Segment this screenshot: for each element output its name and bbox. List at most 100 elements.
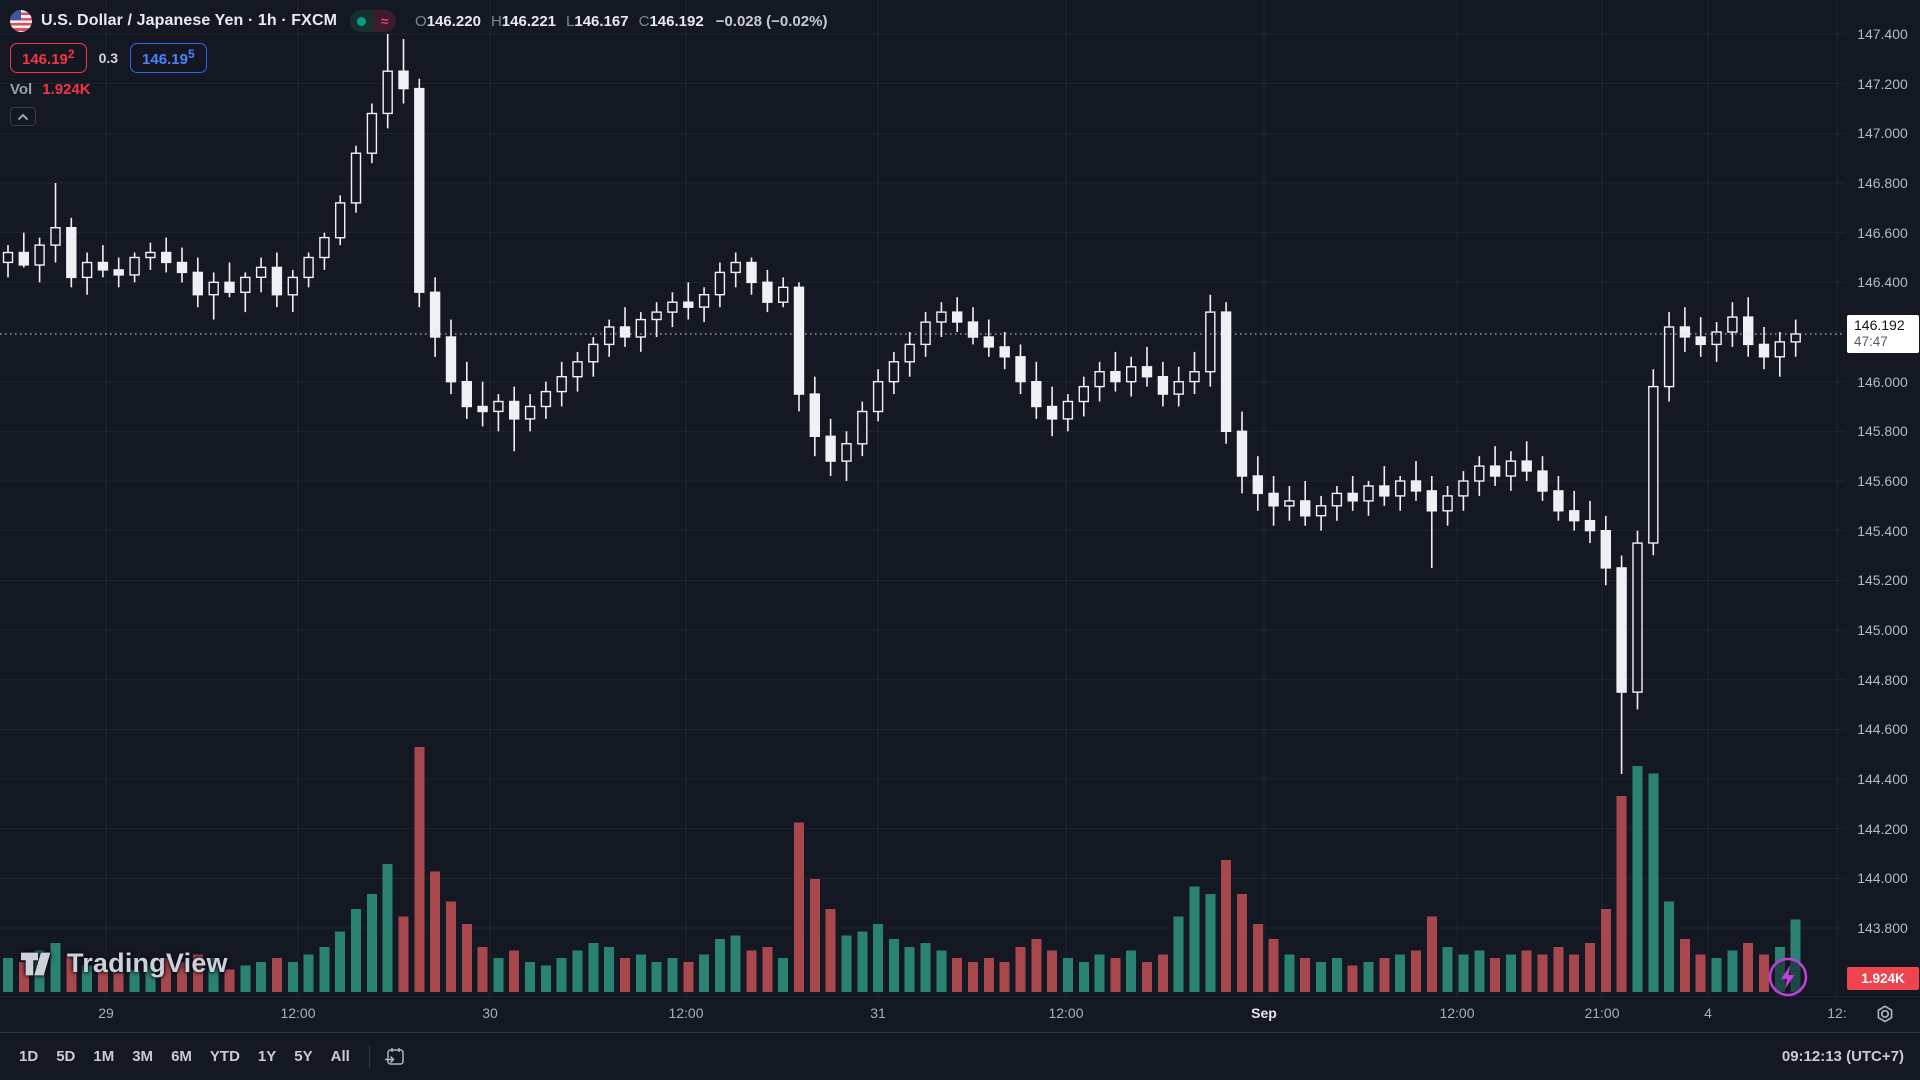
- us-flag-icon: [10, 10, 32, 32]
- volume-bar: [1569, 954, 1580, 992]
- candle-body-up: [1790, 333, 1801, 343]
- volume-bar: [904, 946, 915, 992]
- candle-body-down: [271, 266, 283, 296]
- candle-body-down: [176, 261, 188, 274]
- candle-body-up: [920, 321, 931, 346]
- candle-body-up: [730, 261, 741, 274]
- volume-bar: [1727, 950, 1738, 992]
- candle-body-up: [1331, 492, 1343, 507]
- price-axis-label: 144.800: [1857, 672, 1908, 688]
- market-status-pill[interactable]: ≈: [350, 10, 397, 32]
- axis-settings-button[interactable]: [1872, 1002, 1898, 1028]
- go-to-date-button[interactable]: [380, 1042, 410, 1072]
- candle-body-down: [809, 393, 820, 438]
- open-value: 146.220: [426, 12, 481, 30]
- approx-status-icon: ≈: [373, 10, 397, 32]
- low-label: L: [566, 12, 575, 30]
- candle-body-up: [1189, 371, 1200, 383]
- candle-body-up: [1205, 311, 1216, 373]
- candle-body-down: [619, 326, 631, 338]
- candle-wick: [687, 282, 690, 320]
- volume-bar: [66, 954, 77, 992]
- time-axis-label: Sep: [1251, 1005, 1277, 1021]
- volume-bar: [825, 909, 836, 992]
- candle-body-up: [303, 256, 314, 279]
- candle-body-down: [1347, 492, 1358, 502]
- volume-bar: [841, 935, 852, 992]
- candle-body-down: [192, 271, 204, 296]
- range-button-1m[interactable]: 1M: [93, 1048, 115, 1065]
- volume-axis-tag: 1.924K: [1847, 967, 1919, 990]
- candle-body-down: [1157, 376, 1169, 395]
- range-button-1d[interactable]: 1D: [19, 1048, 39, 1065]
- volume-bar: [778, 958, 789, 992]
- time-axis-label: 12:00: [280, 1005, 316, 1021]
- candle-body-up: [382, 70, 393, 115]
- volume-bar: [1695, 954, 1706, 992]
- candle-body-up: [841, 443, 852, 462]
- collapse-legend-button[interactable]: [10, 107, 36, 126]
- time-axis[interactable]: 29 12:00 30 12:00 31 12:00 Sep 12:00 21:00 4 12:: [0, 996, 1920, 1032]
- volume-bar: [873, 924, 884, 992]
- candle-body-up: [572, 361, 583, 378]
- volume-bar: [762, 946, 773, 992]
- volume-bar: [1664, 901, 1675, 992]
- volume-bar: [1142, 961, 1152, 992]
- sell-bid-button[interactable]: 146.192: [10, 43, 87, 73]
- candle-body-down: [983, 336, 994, 348]
- candle-body-down: [999, 346, 1010, 358]
- volume-bar: [936, 950, 947, 992]
- candle-wick: [228, 262, 231, 298]
- candle-body-up: [524, 405, 536, 420]
- tradingview-watermark: TradingView: [20, 948, 228, 979]
- high-label: H: [490, 12, 502, 30]
- volume-bar: [525, 961, 536, 992]
- range-button-ytd[interactable]: YTD: [209, 1048, 240, 1065]
- candle-body-down: [1537, 470, 1548, 492]
- candle-wick: [1431, 476, 1433, 568]
- candlestick-chart[interactable]: [0, 0, 1845, 996]
- time-axis-label: 12:00: [1048, 1005, 1084, 1021]
- volume-bar: [794, 822, 804, 992]
- candle-body-up: [1442, 495, 1453, 512]
- volume-label[interactable]: Vol: [10, 81, 33, 98]
- chart-pane[interactable]: U.S. Dollar / Japanese Yen · 1h · FXCM ≈…: [0, 0, 1845, 998]
- volume-bar: [1015, 946, 1026, 992]
- range-button-5y[interactable]: 5Y: [294, 1048, 313, 1065]
- candle-body-up: [1727, 316, 1738, 333]
- candle-body-up: [493, 400, 504, 413]
- candle-body-down: [1679, 326, 1691, 338]
- volume-bar: [1585, 943, 1595, 992]
- range-button-3m[interactable]: 3M: [132, 1048, 154, 1065]
- gear-icon: [1877, 1005, 1893, 1023]
- price-axis-label: 146.800: [1857, 175, 1908, 191]
- price-axis[interactable]: 147.400 147.200 147.000 146.800 146.600 146.4…: [1845, 0, 1920, 996]
- candle-body-down: [113, 269, 124, 276]
- volume-bar: [1284, 954, 1295, 992]
- time-axis-label: 29: [98, 1005, 114, 1021]
- candle-body-up: [240, 276, 251, 293]
- volume-bar: [651, 961, 662, 992]
- change-value: −0.028 (−0.02%): [715, 12, 828, 30]
- candle-body-up: [335, 202, 346, 239]
- price-axis-label: 144.400: [1857, 771, 1908, 787]
- calendar-arrow-icon: [384, 1047, 404, 1065]
- buy-ask-button[interactable]: 146.195: [130, 43, 207, 73]
- price-axis-label: 144.200: [1857, 821, 1908, 837]
- symbol-title[interactable]: U.S. Dollar / Japanese Yen · 1h · FXCM: [41, 12, 338, 29]
- volume-bar: [1600, 909, 1611, 992]
- volume-bar: [1553, 946, 1564, 992]
- range-button-all[interactable]: All: [330, 1048, 350, 1065]
- volume-bar: [351, 909, 361, 992]
- instant-trading-button[interactable]: [1767, 956, 1809, 998]
- current-price-value: 146.192: [1854, 317, 1905, 333]
- volume-bar: [1363, 961, 1374, 992]
- range-button-5d[interactable]: 5D: [56, 1048, 76, 1065]
- candle-body-up: [1711, 331, 1722, 346]
- volume-bar: [1458, 954, 1469, 992]
- session-clock[interactable]: 09:12:13 (UTC+7): [1781, 1048, 1904, 1065]
- volume-bar: [1790, 919, 1801, 992]
- range-button-6m[interactable]: 6M: [171, 1048, 192, 1065]
- range-button-1y[interactable]: 1Y: [257, 1048, 277, 1065]
- volume-bar: [208, 958, 219, 992]
